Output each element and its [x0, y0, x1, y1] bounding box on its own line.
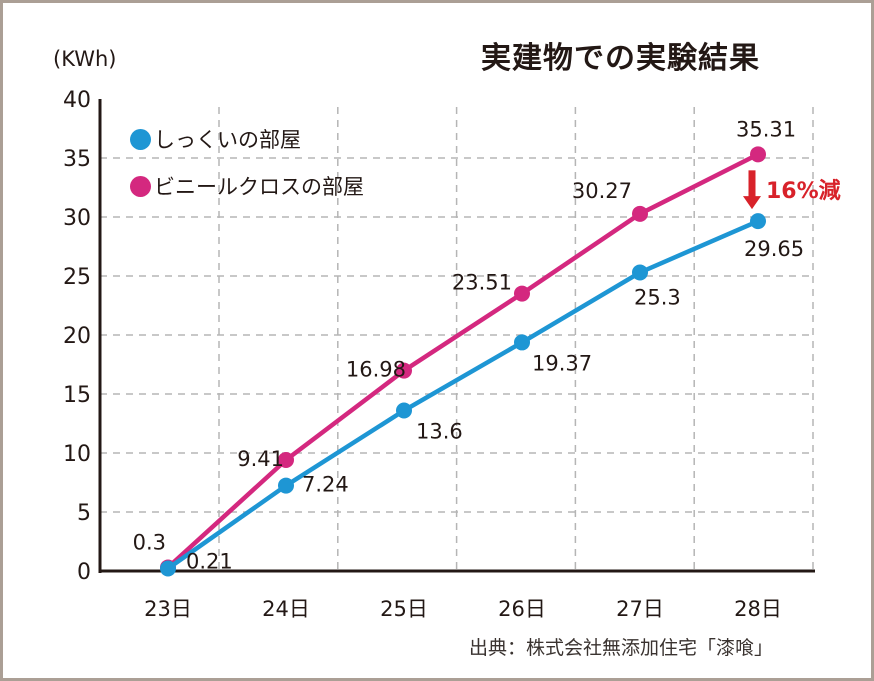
legend-item-shikkui: しっくいの部屋 — [130, 124, 301, 154]
data-point — [278, 477, 294, 494]
data-label: 29.65 — [744, 237, 804, 261]
y-tick-label: 40 — [63, 88, 91, 113]
data-label: 0.21 — [186, 550, 233, 574]
data-label: 19.37 — [532, 351, 592, 375]
data-point — [514, 334, 530, 351]
y-axis-unit: (KWh) — [53, 47, 117, 71]
legend-marker-magenta — [130, 175, 151, 197]
data-point — [160, 560, 176, 577]
chart-title: 実建物での実験結果 — [481, 41, 760, 76]
y-tick-label: 30 — [63, 206, 91, 231]
y-tick-label: 15 — [63, 383, 91, 408]
source-note: 出典：株式会社無添加住宅「漆喰」 — [469, 637, 774, 659]
legend-item-vinyl: ビニールクロスの部屋 — [130, 171, 364, 201]
reduction-annotation: 16%減 — [766, 179, 841, 204]
y-tick-label: 5 — [77, 501, 91, 526]
x-tick-label: 25日 — [380, 597, 428, 621]
line-chart: 0 5 10 15 20 25 30 35 40 23日 24日 25日 26日 27日 28日 0.3 9.4… — [63, 88, 841, 621]
x-tick-label: 26日 — [498, 597, 546, 621]
data-label: 25.3 — [634, 285, 681, 309]
y-tick-label: 35 — [63, 147, 91, 172]
legend-marker-blue — [130, 128, 151, 150]
data-label: 7.24 — [302, 473, 349, 497]
x-tick-label: 28日 — [734, 597, 782, 621]
legend-label: しっくいの部屋 — [154, 128, 301, 152]
y-tick-label: 25 — [63, 265, 91, 290]
data-point — [750, 146, 766, 163]
data-label: 16.98 — [346, 358, 406, 382]
data-label: 0.3 — [133, 530, 166, 554]
data-point — [632, 264, 648, 281]
x-tick-label: 23日 — [144, 597, 192, 621]
data-label: 30.27 — [572, 179, 632, 203]
data-label: 13.6 — [416, 420, 463, 444]
x-tick-label: 24日 — [262, 597, 310, 621]
series-line — [166, 219, 759, 571]
reduction-arrow-head — [743, 196, 761, 210]
reduction-arrow-shaft — [748, 170, 756, 198]
data-point — [278, 451, 294, 468]
data-label: 23.51 — [452, 271, 512, 295]
series-line — [166, 152, 760, 570]
x-tick-label: 27日 — [616, 597, 664, 621]
data-point — [632, 205, 648, 222]
data-point — [396, 402, 412, 419]
data-point — [750, 213, 766, 230]
data-point — [514, 285, 530, 302]
legend-label: ビニールクロスの部屋 — [154, 175, 364, 199]
data-label: 9.41 — [237, 447, 284, 471]
y-tick-label: 0 — [77, 560, 91, 585]
y-tick-label: 20 — [63, 324, 91, 349]
y-tick-label: 10 — [63, 442, 91, 467]
data-point — [396, 362, 412, 379]
data-label: 35.31 — [736, 117, 796, 141]
